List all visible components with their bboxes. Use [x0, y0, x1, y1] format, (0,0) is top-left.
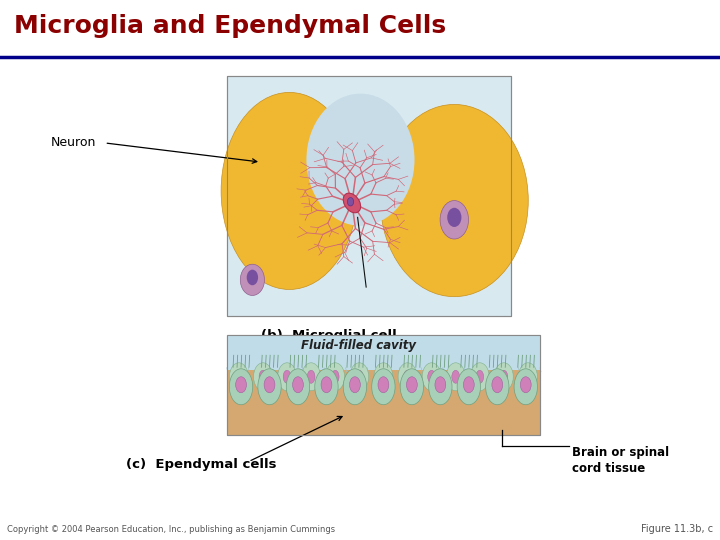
Ellipse shape: [253, 363, 272, 391]
Ellipse shape: [457, 369, 480, 405]
Ellipse shape: [470, 363, 489, 391]
Bar: [227, 76, 511, 316]
Ellipse shape: [398, 363, 417, 391]
Ellipse shape: [278, 363, 297, 391]
Ellipse shape: [485, 369, 509, 405]
Ellipse shape: [307, 370, 315, 383]
Ellipse shape: [518, 363, 537, 391]
Ellipse shape: [287, 369, 310, 405]
Ellipse shape: [307, 93, 415, 226]
Ellipse shape: [492, 377, 503, 393]
Ellipse shape: [315, 369, 338, 405]
Ellipse shape: [440, 200, 469, 239]
Ellipse shape: [235, 377, 246, 393]
Ellipse shape: [292, 377, 303, 393]
Bar: [227, 335, 540, 435]
Ellipse shape: [326, 363, 345, 391]
Ellipse shape: [514, 369, 537, 405]
Ellipse shape: [240, 264, 264, 295]
Bar: [227, 335, 540, 370]
Ellipse shape: [349, 377, 360, 393]
Text: Microglia and Ependymal Cells: Microglia and Ependymal Cells: [14, 14, 446, 37]
Ellipse shape: [372, 369, 395, 405]
Ellipse shape: [321, 377, 332, 393]
Ellipse shape: [356, 370, 363, 383]
Ellipse shape: [247, 269, 258, 285]
Ellipse shape: [374, 363, 393, 391]
Text: (b)  Microglial cell: (b) Microglial cell: [261, 329, 397, 342]
Ellipse shape: [476, 370, 484, 383]
Ellipse shape: [428, 369, 452, 405]
Ellipse shape: [447, 208, 462, 227]
Text: Figure 11.3b, c: Figure 11.3b, c: [641, 523, 713, 534]
Ellipse shape: [524, 370, 532, 383]
Ellipse shape: [264, 377, 275, 393]
Ellipse shape: [343, 369, 366, 405]
Ellipse shape: [258, 369, 282, 405]
Bar: [227, 76, 511, 316]
Ellipse shape: [380, 104, 528, 296]
Ellipse shape: [452, 370, 459, 383]
Text: Brain or spinal
cord tissue: Brain or spinal cord tissue: [572, 446, 670, 475]
Ellipse shape: [235, 370, 243, 383]
Ellipse shape: [446, 363, 465, 391]
Ellipse shape: [347, 198, 354, 206]
Ellipse shape: [230, 363, 248, 391]
Ellipse shape: [500, 370, 508, 383]
Ellipse shape: [428, 370, 436, 383]
Ellipse shape: [302, 363, 320, 391]
Text: Fluid-filled cavity: Fluid-filled cavity: [301, 339, 416, 352]
Text: Neuron: Neuron: [50, 137, 96, 150]
Ellipse shape: [521, 377, 531, 393]
Ellipse shape: [400, 369, 423, 405]
Ellipse shape: [230, 369, 253, 405]
Ellipse shape: [407, 377, 418, 393]
Ellipse shape: [350, 363, 369, 391]
Ellipse shape: [259, 370, 267, 383]
Ellipse shape: [379, 370, 387, 383]
Ellipse shape: [422, 363, 441, 391]
Ellipse shape: [331, 370, 339, 383]
Ellipse shape: [435, 377, 446, 393]
Ellipse shape: [378, 377, 389, 393]
Text: Copyright © 2004 Pearson Education, Inc., publishing as Benjamin Cummings: Copyright © 2004 Pearson Education, Inc.…: [7, 524, 336, 534]
Ellipse shape: [221, 92, 358, 289]
Ellipse shape: [464, 377, 474, 393]
Text: (c)  Ependymal cells: (c) Ependymal cells: [126, 458, 276, 471]
Ellipse shape: [404, 370, 411, 383]
Ellipse shape: [495, 363, 513, 391]
Bar: [227, 335, 540, 435]
Ellipse shape: [343, 193, 361, 213]
Ellipse shape: [283, 370, 291, 383]
